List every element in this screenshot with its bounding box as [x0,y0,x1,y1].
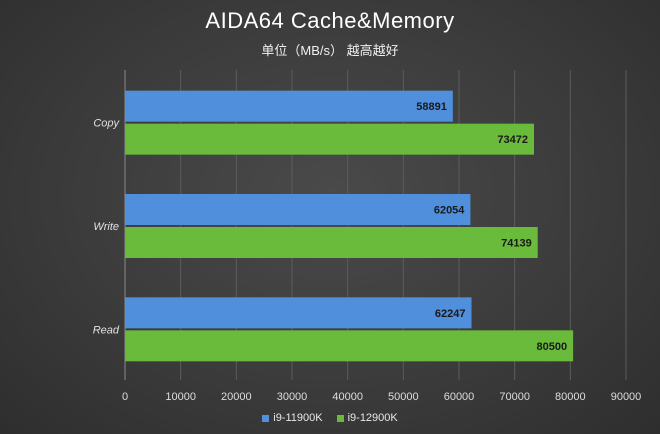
x-tick-label-8: 80000 [555,391,586,403]
legend: i9-11900K i9-12900K [0,412,660,424]
chart-subtitle: 单位（MB/s） 越高越好 [261,43,399,58]
data-label-copy-series-2: 73472 [497,134,528,146]
legend-item-series-1: i9-11900K [262,412,323,424]
bar-read-series-1 [125,297,472,329]
x-tick-label-5: 50000 [388,391,419,403]
data-label-copy-series-1: 58891 [416,101,447,113]
legend-label-series-2: i9-12900K [347,412,398,424]
data-label-write-series-2: 74139 [501,238,532,250]
bar-write-series-1 [125,194,471,225]
category-label-read: Read [93,324,120,336]
data-label-read-series-1: 62247 [435,308,466,320]
x-tick-label-6: 60000 [444,391,475,403]
x-tick-label-3: 30000 [277,391,308,403]
data-label-write-series-1: 62054 [434,205,465,217]
legend-swatch-series-2 [336,414,344,422]
bar-copy-series-2 [125,123,534,155]
legend-swatch-series-1 [262,414,270,422]
x-tick-label-2: 20000 [221,391,252,403]
legend-label-series-1: i9-11900K [273,412,323,424]
x-tick-label-9: 90000 [611,391,642,403]
chart-title: AIDA64 Cache&Memory [205,8,455,33]
x-tick-label-4: 40000 [332,391,363,403]
x-tick-label-1: 10000 [165,391,196,403]
category-label-write: Write [93,221,119,233]
data-label-read-series-2: 80500 [537,341,568,353]
x-tick-label-7: 70000 [499,391,530,403]
bar-read-series-2 [125,330,574,362]
bar-copy-series-1 [125,90,453,122]
legend-item-series-2: i9-12900K [336,412,398,424]
category-label-copy: Copy [93,118,120,130]
bar-write-series-2 [125,227,538,258]
x-tick-label-0: 0 [122,391,128,403]
